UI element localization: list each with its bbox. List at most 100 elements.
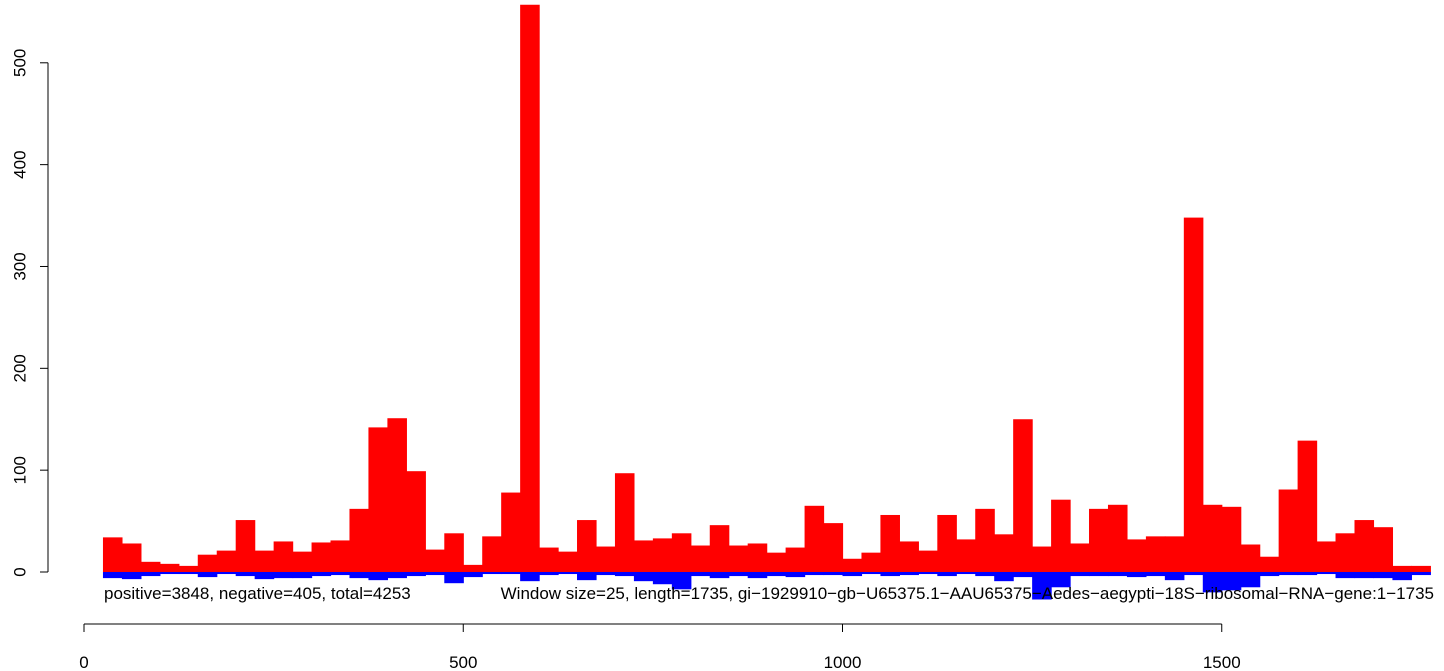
negative-bar-29 xyxy=(652,572,673,585)
negative-bar-1 xyxy=(121,572,142,580)
positive-bar-46 xyxy=(975,508,995,572)
y-tick-label-5: 500 xyxy=(11,49,30,77)
negative-bar-28 xyxy=(633,572,654,582)
negative-bar-26 xyxy=(595,572,616,576)
negative-bar-0 xyxy=(102,572,123,579)
negative-bar-62 xyxy=(1278,572,1299,576)
negative-bar-3 xyxy=(159,572,180,575)
negative-bar-15 xyxy=(387,572,407,579)
positive-bar-39 xyxy=(842,558,863,572)
negative-bar-49 xyxy=(1032,572,1052,600)
positive-bar-34 xyxy=(747,543,768,572)
negative-bar-33 xyxy=(728,572,749,577)
positive-bar-36 xyxy=(785,547,806,572)
positive-bar-66 xyxy=(1354,520,1375,572)
negative-bar-65 xyxy=(1335,572,1356,579)
positive-bar-38 xyxy=(823,523,844,572)
negative-bar-37 xyxy=(804,572,825,576)
negative-bar-17 xyxy=(425,572,445,576)
positive-bar-4 xyxy=(178,565,199,572)
annotation-counts: positive=3848, negative=405, total=4253 xyxy=(104,584,411,603)
positive-bar-54 xyxy=(1126,539,1147,572)
positive-bar-41 xyxy=(880,514,900,572)
negative-bar-39 xyxy=(842,572,863,577)
positive-bar-37 xyxy=(804,505,825,572)
negative-bar-38 xyxy=(823,572,844,576)
negative-bar-43 xyxy=(918,572,938,575)
negative-bar-69 xyxy=(1411,572,1431,576)
negative-bar-13 xyxy=(349,572,370,579)
positive-bar-12 xyxy=(330,540,351,572)
positive-bar-49 xyxy=(1032,546,1052,572)
negative-bar-53 xyxy=(1107,572,1128,577)
negative-bar-2 xyxy=(140,572,161,577)
negative-bar-5 xyxy=(197,572,218,578)
negative-bar-42 xyxy=(899,572,919,576)
positive-bar-44 xyxy=(937,514,957,572)
positive-bar-22 xyxy=(520,4,540,572)
negative-bar-35 xyxy=(766,572,787,577)
positive-bar-33 xyxy=(728,545,749,572)
y-tick-label-3: 300 xyxy=(11,252,30,280)
negative-bar-31 xyxy=(690,572,711,577)
negative-bar-10 xyxy=(292,572,313,579)
negative-bar-24 xyxy=(558,572,578,575)
positive-bar-32 xyxy=(709,525,730,572)
positive-bar-51 xyxy=(1070,543,1090,572)
negative-bar-25 xyxy=(577,572,597,581)
positive-bar-27 xyxy=(614,473,635,572)
positive-bar-61 xyxy=(1259,556,1280,572)
positive-bar-60 xyxy=(1240,544,1261,572)
positive-bar-28 xyxy=(633,540,654,572)
positive-bar-43 xyxy=(918,550,938,572)
negative-bar-58 xyxy=(1202,572,1223,593)
negative-bar-34 xyxy=(747,572,768,579)
positive-bar-26 xyxy=(595,546,616,572)
negative-bar-44 xyxy=(937,572,957,577)
negative-bar-54 xyxy=(1126,572,1147,578)
positive-bar-10 xyxy=(292,551,313,572)
negative-bar-60 xyxy=(1240,572,1261,588)
negative-bar-11 xyxy=(311,572,332,577)
positive-bar-30 xyxy=(671,533,692,572)
positive-bar-67 xyxy=(1373,527,1394,572)
positive-bar-19 xyxy=(463,564,483,572)
positive-bar-59 xyxy=(1221,506,1242,572)
positive-bar-31 xyxy=(690,545,711,572)
positive-bar-56 xyxy=(1164,536,1185,572)
positive-bar-21 xyxy=(501,492,521,572)
negative-bar-59 xyxy=(1221,572,1242,591)
negative-bar-63 xyxy=(1297,572,1318,576)
positive-bar-53 xyxy=(1107,504,1128,572)
negative-bar-18 xyxy=(444,572,464,584)
positive-bar-40 xyxy=(861,552,882,572)
negative-bar-52 xyxy=(1089,572,1109,577)
negative-bar-22 xyxy=(520,572,540,582)
negative-bar-6 xyxy=(216,572,237,575)
positive-bar-23 xyxy=(539,547,559,572)
positive-bar-64 xyxy=(1316,541,1337,572)
positive-bar-14 xyxy=(368,427,388,572)
positive-bar-3 xyxy=(159,563,180,572)
negative-bar-45 xyxy=(956,572,976,575)
positive-bar-24 xyxy=(558,551,578,572)
positive-bar-65 xyxy=(1335,533,1356,572)
positive-bar-18 xyxy=(444,533,464,572)
negative-bar-48 xyxy=(1013,572,1033,578)
negative-bar-55 xyxy=(1145,572,1166,577)
negative-bar-32 xyxy=(709,572,730,579)
negative-bar-66 xyxy=(1354,572,1375,579)
positive-bar-16 xyxy=(406,471,426,572)
positive-bar-20 xyxy=(482,536,502,572)
negative-bar-20 xyxy=(482,572,502,575)
positive-bar-63 xyxy=(1297,440,1318,572)
negative-bar-47 xyxy=(994,572,1014,582)
negative-bar-67 xyxy=(1373,572,1394,579)
positive-bar-69 xyxy=(1411,565,1431,572)
negative-bar-7 xyxy=(235,572,256,577)
positive-bar-17 xyxy=(425,549,445,572)
positive-bar-13 xyxy=(349,508,370,572)
positive-bar-50 xyxy=(1051,499,1071,572)
y-axis: 0 100 200 300 400 500 xyxy=(11,49,49,577)
